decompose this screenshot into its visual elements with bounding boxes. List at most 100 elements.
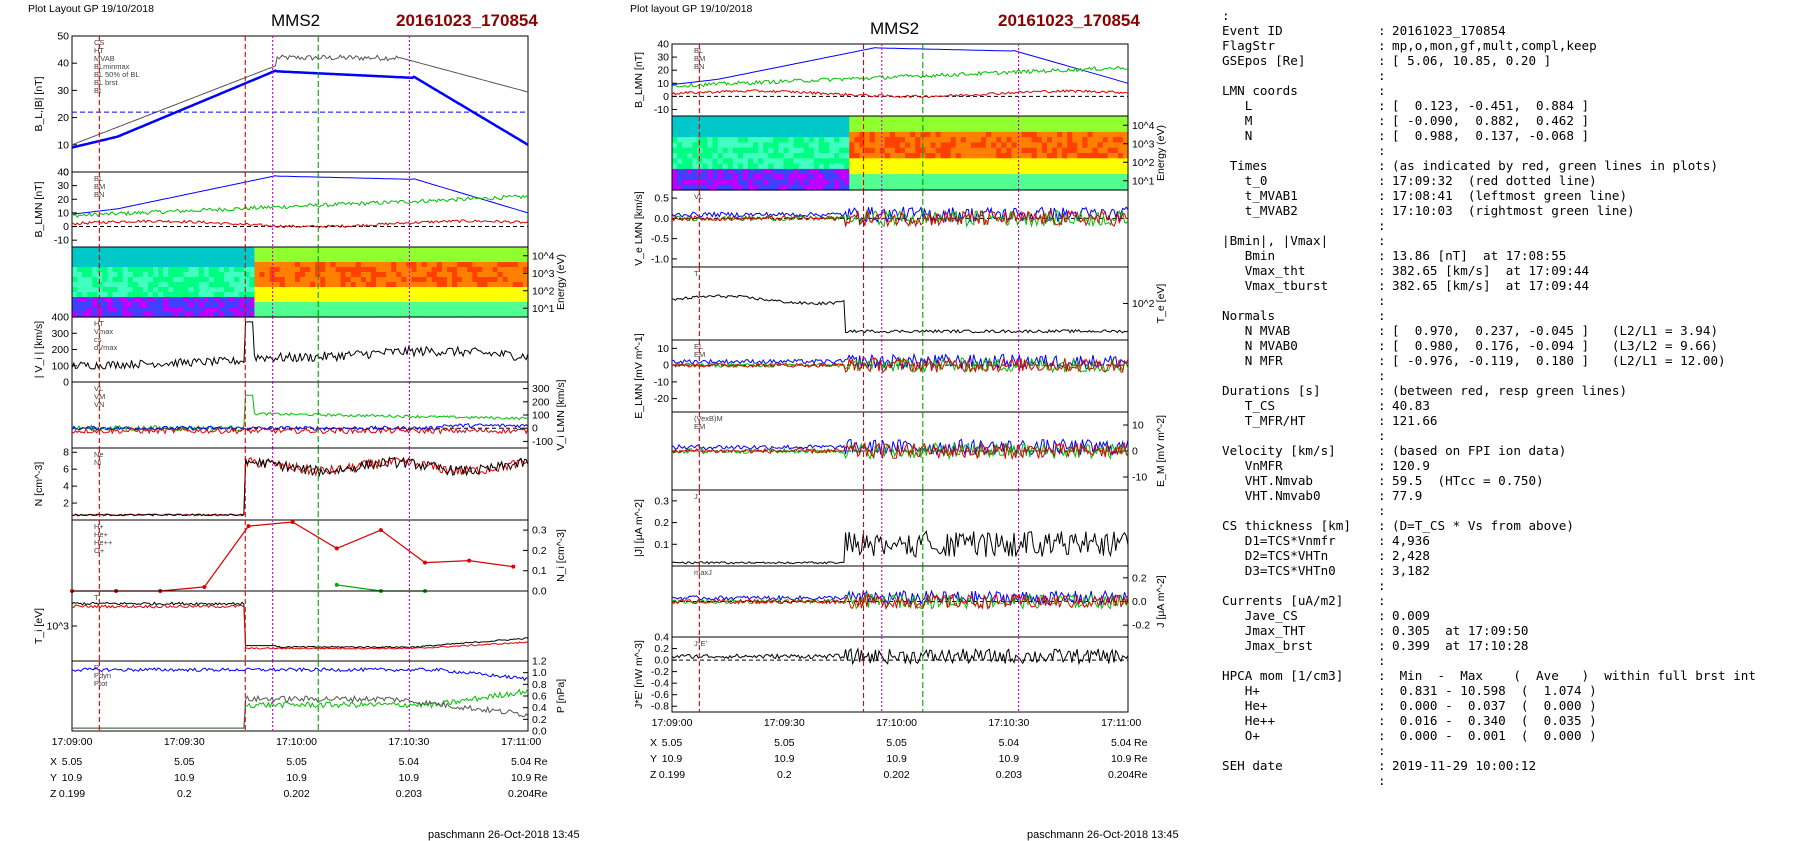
info-colon: :: [1378, 38, 1386, 53]
spectrogram-cell: [727, 147, 734, 154]
spectrogram-cell: [910, 174, 916, 180]
spectrogram-cell: [1021, 142, 1028, 149]
spectrogram-cell: [92, 292, 98, 298]
spectrogram-cell: [325, 297, 331, 303]
spectrogram-cell: [77, 262, 83, 268]
spectrogram-cell: [365, 267, 372, 273]
spectrogram-cell: [391, 307, 397, 313]
spectrogram-cell: [163, 272, 169, 278]
spectrogram-cell: [421, 262, 428, 268]
spectrogram-cell: [808, 184, 815, 191]
spectrogram-cell: [798, 131, 805, 138]
tick-label: 10^2: [1132, 157, 1155, 169]
spectrogram-cell: [421, 282, 428, 288]
spectrogram-cell: [82, 292, 88, 298]
spectrogram-cell: [803, 137, 810, 143]
spectrogram-cell: [391, 272, 397, 278]
spectrogram-cell: [289, 307, 296, 313]
spectrogram-cell: [976, 121, 982, 128]
info-key: SEH date: [1222, 758, 1283, 773]
spectrogram-cell: [859, 168, 866, 175]
spectrogram-cell: [193, 302, 200, 308]
spectrogram-cell: [178, 297, 185, 303]
spectrogram-cell: [345, 287, 352, 293]
spectrogram-cell: [1026, 137, 1033, 143]
spectrogram-cell: [264, 297, 271, 303]
spectrogram-cell: [426, 312, 433, 318]
spectrogram-cell: [763, 147, 769, 154]
spectrogram-cell: [874, 126, 881, 133]
spectrogram-cell: [148, 297, 154, 303]
spectrogram-cell: [208, 247, 215, 253]
spectrogram-cell: [1087, 131, 1094, 138]
spectrogram-cell: [320, 287, 326, 293]
spectrogram-cell: [178, 282, 185, 288]
spectrogram-cell: [859, 158, 866, 165]
spectrogram-cell: [142, 262, 149, 268]
spectrogram-cell: [203, 287, 210, 293]
spectrogram-cell: [687, 168, 693, 175]
spectrogram-cell: [411, 262, 418, 268]
spectrogram-cell: [763, 184, 769, 191]
spectrogram-cell: [788, 142, 795, 149]
spectrogram-cell: [915, 137, 921, 143]
spectrogram-cell: [107, 267, 114, 273]
spectrogram-cell: [1107, 163, 1114, 170]
spectrogram-cell: [1036, 131, 1043, 138]
spectrogram-cell: [132, 257, 139, 263]
spectrogram-cell: [905, 163, 911, 170]
info-row: Durations [s]: (between red, resp green l…: [1222, 383, 1792, 398]
spectrogram-cell: [717, 142, 724, 149]
spectrogram-cell: [107, 292, 114, 298]
spectrogram-cell: [1112, 153, 1119, 159]
spectrogram-cell: [955, 137, 962, 143]
spectrogram-cell: [788, 179, 795, 186]
spectrogram-cell: [1122, 147, 1129, 154]
tick-label: 0: [663, 91, 669, 103]
spectrogram-cell: [834, 179, 840, 186]
ephemeris-value: 10.9: [286, 772, 307, 784]
spectrogram-cell: [289, 302, 296, 308]
spectrogram-cell: [864, 116, 871, 122]
spectrogram-cell: [748, 142, 754, 149]
spectrogram-cell: [112, 257, 119, 263]
spectrogram-cell: [345, 262, 352, 268]
spectrogram-cell: [1107, 147, 1114, 154]
info-colon: :: [1378, 98, 1386, 113]
spectrogram-cell: [1001, 142, 1007, 149]
spectrogram-cell: [773, 116, 779, 122]
spectrogram-cell: [193, 297, 200, 303]
spectrogram-cell: [824, 163, 830, 170]
spectrogram-cell: [300, 257, 306, 263]
legend-entry: CS: [94, 38, 104, 47]
spectrogram-cell: [370, 302, 377, 308]
info-key: D2=TCS*VHTn: [1222, 548, 1329, 563]
spectrogram-cell: [930, 179, 937, 186]
spectrogram-cell: [213, 302, 220, 308]
spectrogram-cell: [446, 282, 453, 288]
spectrogram-cell: [330, 312, 337, 318]
spectrogram-cell: [834, 142, 840, 149]
spectrogram-cell: [310, 252, 316, 258]
spectrogram-cell: [294, 312, 301, 318]
spectrogram-cell: [1112, 142, 1119, 149]
spectrogram-cell: [808, 163, 815, 170]
spectrogram-cell: [239, 272, 245, 278]
spectrogram-cell: [492, 267, 499, 273]
spectrogram-cell: [732, 174, 739, 180]
info-value: [ 5.06, 10.85, 0.20 ]: [1392, 53, 1552, 68]
spectrogram-cell: [203, 257, 210, 263]
spectrogram-cell: [234, 257, 240, 263]
spectrogram-cell: [426, 277, 433, 283]
spectrogram-cell: [844, 121, 850, 128]
spectrogram-cell: [416, 297, 423, 303]
spectrogram-cell: [360, 252, 367, 258]
spectrogram-cell: [335, 277, 342, 283]
spectrogram-cell: [732, 147, 739, 154]
info-value: [1392, 773, 1792, 788]
spectrogram-cell: [350, 257, 357, 263]
spectrogram-cell: [920, 184, 926, 191]
spectrogram-cell: [345, 277, 352, 283]
spectrogram-cell: [441, 267, 448, 273]
spectrogram-cell: [168, 277, 174, 283]
